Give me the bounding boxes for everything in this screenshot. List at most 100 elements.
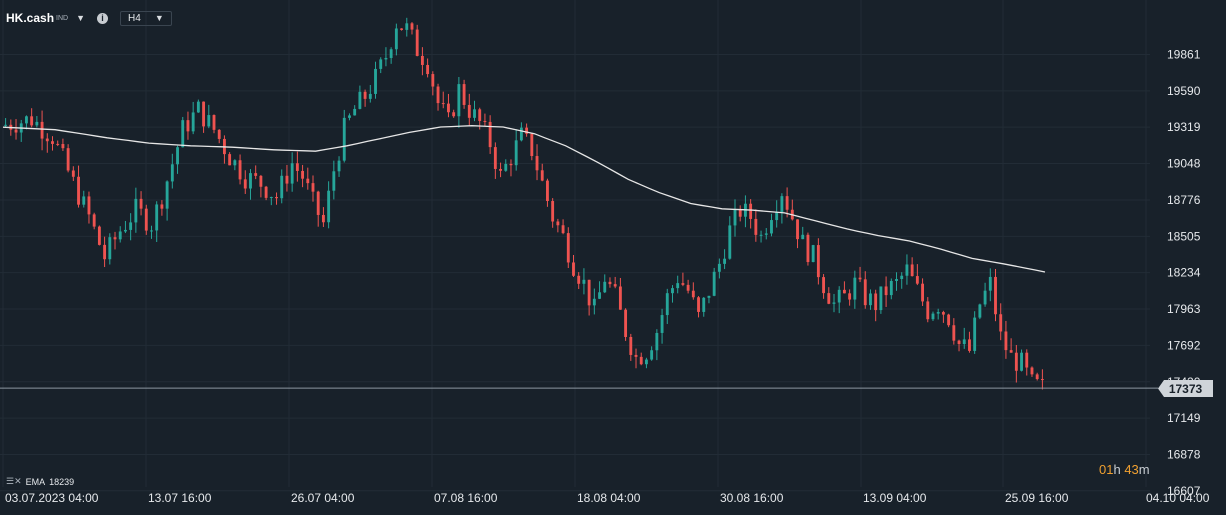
- candle-body: [764, 233, 768, 235]
- candle-body: [97, 226, 101, 245]
- candle-body: [363, 91, 367, 99]
- candle-timer: 01h 43m: [1099, 462, 1150, 477]
- candle-body: [467, 104, 471, 118]
- indicator-value: 18239: [49, 476, 75, 487]
- candle-body: [103, 244, 107, 260]
- candle-body: [280, 175, 284, 199]
- candle-body: [217, 129, 221, 139]
- candle-body: [598, 292, 601, 299]
- candle-body: [196, 101, 200, 113]
- candle-body: [915, 276, 919, 284]
- candle-body: [822, 277, 826, 294]
- candle-body: [733, 208, 737, 226]
- candle-body: [905, 264, 909, 276]
- candle-body: [535, 156, 539, 171]
- candle-body: [504, 163, 508, 171]
- candle-body: [25, 116, 28, 124]
- last-price-tag: 17373: [1158, 380, 1213, 397]
- candle-body: [144, 208, 148, 231]
- candle-body: [186, 120, 190, 132]
- candle-body: [613, 284, 617, 287]
- chevron-down-icon: ▼: [154, 13, 164, 23]
- candle-body: [853, 277, 857, 300]
- indicator-legend: ☰✕ EMA 18239: [6, 476, 74, 487]
- candle-body: [233, 160, 237, 166]
- candle-body: [14, 129, 18, 133]
- candle-body: [249, 173, 252, 189]
- candle-body: [264, 186, 268, 198]
- info-icon[interactable]: i: [97, 12, 109, 24]
- candle-body: [869, 293, 872, 306]
- x-tick-label: 03.07.2023 04:00: [5, 491, 99, 505]
- candle-body: [874, 293, 878, 311]
- candle-body: [92, 214, 96, 227]
- candle-body: [723, 258, 727, 264]
- candle-body: [770, 220, 773, 234]
- candle-body: [290, 163, 294, 184]
- candle-body: [483, 120, 487, 122]
- candle-body: [775, 212, 779, 221]
- y-tick-label: 16607: [1167, 484, 1201, 498]
- candle-body: [478, 109, 482, 121]
- candle-body: [968, 339, 971, 351]
- candle-body: [1004, 331, 1008, 351]
- candle-body: [181, 120, 185, 148]
- candle-body: [702, 297, 706, 312]
- candle-body: [405, 23, 409, 30]
- candle-body: [900, 275, 904, 279]
- candle-body: [592, 298, 596, 306]
- candle-body: [499, 168, 502, 171]
- candle-body: [202, 101, 206, 127]
- candle-body: [77, 176, 80, 205]
- candle-body: [207, 115, 211, 127]
- candle-body: [962, 339, 966, 345]
- chevron-down-icon[interactable]: ▼: [76, 13, 86, 23]
- candle-body: [1025, 352, 1029, 368]
- candle-body: [384, 57, 388, 60]
- candle-body: [671, 288, 674, 294]
- candle-body: [947, 314, 951, 326]
- candle-body: [82, 196, 86, 205]
- candle-body: [811, 245, 815, 263]
- candle-body: [676, 283, 680, 289]
- candle-body: [561, 225, 565, 234]
- candle-body: [988, 276, 992, 291]
- x-tick-label: 13.07 16:00: [148, 491, 212, 505]
- candle-body: [150, 230, 153, 232]
- y-tick-label: 17692: [1167, 338, 1201, 352]
- indicator-settings-icon[interactable]: ☰✕: [6, 476, 22, 486]
- candle-body: [785, 196, 789, 210]
- candle-body: [45, 138, 49, 142]
- candle-body: [848, 293, 852, 300]
- candle-body: [420, 55, 424, 65]
- candle-body: [306, 178, 310, 184]
- candle-body: [348, 115, 351, 118]
- candle-body: [519, 127, 523, 141]
- candle-body: [165, 181, 169, 209]
- candle-body: [717, 263, 721, 272]
- candle-body: [566, 233, 570, 263]
- candle-body: [546, 180, 549, 202]
- candle-body: [999, 314, 1003, 332]
- symbol-selector[interactable]: HK.cash IND: [6, 11, 68, 25]
- candle-body: [525, 127, 529, 134]
- candle-body: [337, 160, 341, 172]
- candle-body: [618, 286, 622, 310]
- candle-body: [910, 264, 914, 277]
- x-tick-label: 26.07 04:00: [291, 491, 355, 505]
- candle-body: [368, 93, 372, 99]
- candle-body: [1040, 379, 1044, 381]
- candle-body: [1014, 352, 1018, 371]
- candle-body: [686, 284, 690, 291]
- x-tick-label: 04.10 04:00: [1146, 491, 1210, 505]
- candle-body: [228, 154, 232, 166]
- y-tick-label: 17149: [1167, 411, 1201, 425]
- candle-body: [796, 219, 799, 240]
- candle-body: [665, 293, 669, 316]
- timeframe-selector[interactable]: H4 ▼: [120, 10, 172, 26]
- candle-body: [514, 140, 518, 166]
- candle-body: [129, 222, 133, 230]
- candle-body: [118, 231, 122, 240]
- candle-body: [806, 234, 810, 263]
